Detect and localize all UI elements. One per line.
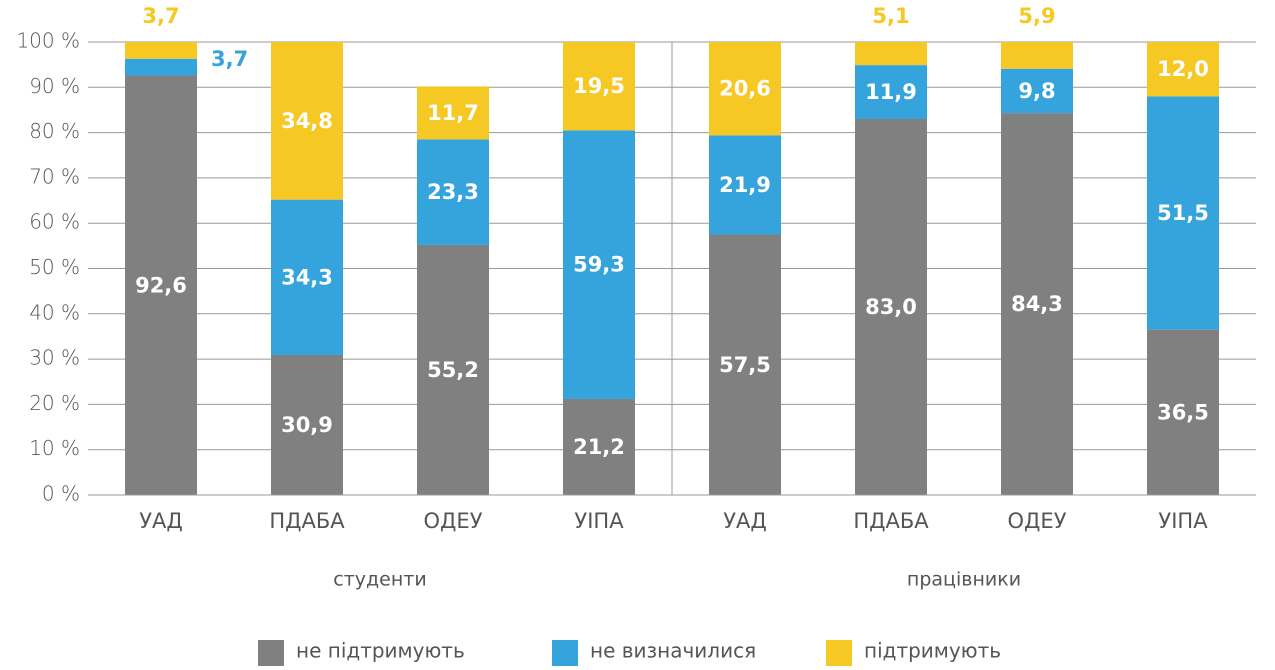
data-label: 11,9 [865, 80, 917, 104]
data-label: 5,9 [1018, 4, 1055, 28]
bar-segment [1001, 42, 1073, 69]
bar-segment [1001, 68, 1073, 114]
legend-swatch [552, 640, 578, 666]
y-tick-label: 100 % [16, 29, 80, 53]
data-label: 19,5 [573, 74, 625, 98]
bar-segment [1147, 96, 1219, 330]
data-label: 83,0 [865, 295, 917, 319]
bar-segment [1147, 329, 1219, 495]
y-tick-label: 10 % [29, 436, 80, 460]
y-tick-label: 60 % [29, 210, 80, 234]
y-tick-label: 70 % [29, 164, 80, 188]
legend-label: підтримують [864, 639, 1001, 663]
group-label: студенти [333, 569, 426, 591]
bar-segment [271, 355, 343, 495]
data-label: 55,2 [427, 358, 479, 382]
bar-segment [417, 244, 489, 495]
bar-segment [855, 42, 927, 66]
bar-segment [709, 234, 781, 495]
bar-segment [125, 58, 197, 76]
data-label: 57,5 [719, 353, 771, 377]
data-label: 9,8 [1018, 79, 1055, 103]
data-label: 23,3 [427, 180, 479, 204]
legend-label: не визначилися [590, 639, 756, 663]
data-label: 12,0 [1157, 57, 1209, 81]
bar-segment [1147, 42, 1219, 97]
x-tick-label: УІПА [1158, 509, 1208, 533]
legend-swatch [258, 640, 284, 666]
bar-segment [855, 65, 927, 120]
bar-segment [709, 42, 781, 136]
y-tick-label: 50 % [29, 255, 80, 279]
y-tick-label: 80 % [29, 119, 80, 143]
data-label: 59,3 [573, 253, 625, 277]
y-tick-label: 30 % [29, 346, 80, 370]
data-label: 11,7 [427, 101, 479, 125]
data-label: 51,5 [1157, 201, 1209, 225]
bar-segment [125, 42, 197, 59]
data-label: 84,3 [1011, 292, 1063, 316]
y-tick-label: 90 % [29, 74, 80, 98]
legend-swatch [826, 640, 852, 666]
data-label: 3,7 [142, 4, 179, 28]
data-label: 34,3 [281, 265, 333, 289]
y-tick-label: 0 % [42, 482, 80, 506]
data-label: 92,6 [135, 273, 187, 297]
data-label: 36,5 [1157, 400, 1209, 424]
bar-segment [417, 139, 489, 245]
x-tick-label: ПДАБА [853, 509, 929, 533]
group-label: працівники [907, 569, 1021, 591]
x-tick-label: УАД [723, 509, 767, 533]
data-label: 30,9 [281, 413, 333, 437]
data-label: 3,7 [211, 47, 248, 71]
data-label: 20,6 [719, 77, 771, 101]
y-tick-label: 20 % [29, 391, 80, 415]
legend-label: не підтримують [296, 639, 465, 663]
bar-segment [563, 130, 635, 399]
x-tick-label: УІПА [574, 509, 624, 533]
bar-segment [125, 75, 197, 495]
x-tick-label: ПДАБА [269, 509, 345, 533]
data-label: 5,1 [872, 4, 909, 28]
bar-segment [563, 42, 635, 131]
x-tick-label: ОДЕУ [1007, 509, 1066, 533]
bar-segment [855, 119, 927, 495]
bar-segment [417, 86, 489, 140]
x-tick-label: УАД [139, 509, 183, 533]
bar-segment [1001, 113, 1073, 495]
x-tick-label: ОДЕУ [423, 509, 482, 533]
data-label: 21,2 [573, 435, 625, 459]
bar-segment [271, 199, 343, 356]
y-tick-label: 40 % [29, 300, 80, 324]
bar-segment [709, 135, 781, 235]
bar-segment [563, 398, 635, 495]
data-label: 34,8 [281, 109, 333, 133]
data-label: 21,9 [719, 173, 771, 197]
bar-segment [271, 42, 343, 200]
